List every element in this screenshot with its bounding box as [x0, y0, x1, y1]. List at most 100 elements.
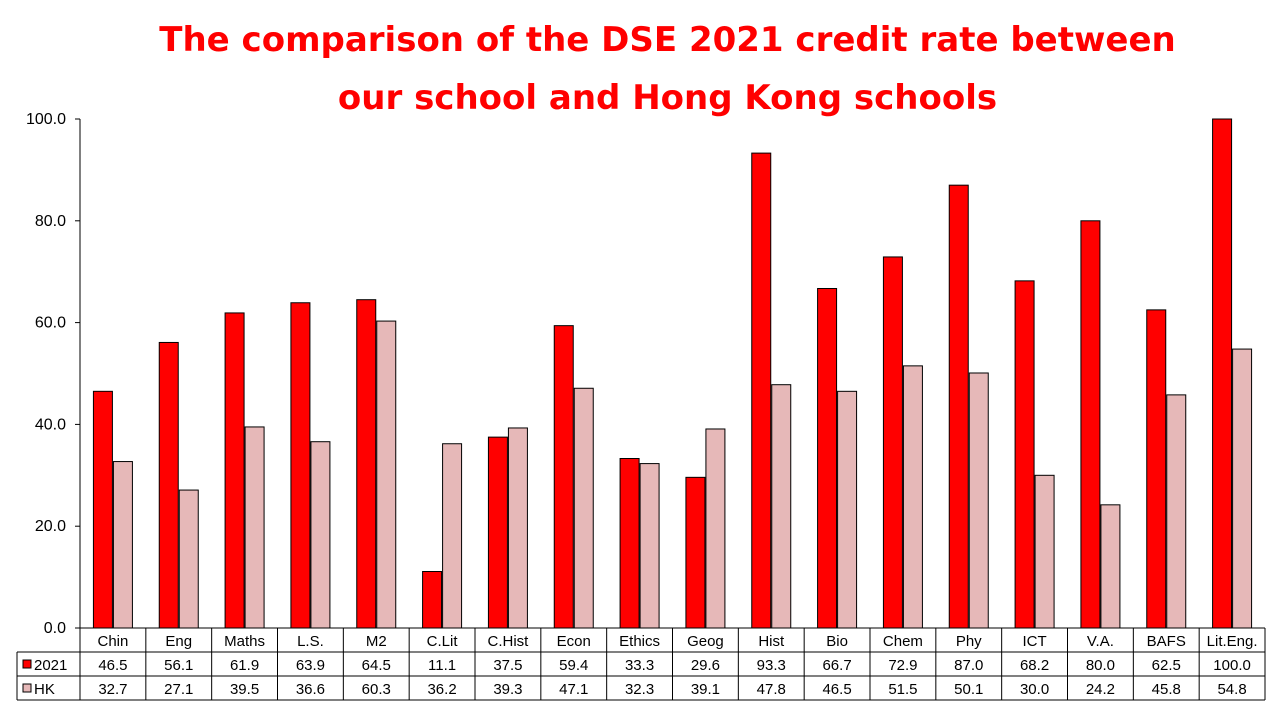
data-label: 80.0	[1086, 657, 1115, 674]
bar-hk-ict	[1034, 474, 1055, 629]
bar-2021-l-s-	[290, 302, 311, 629]
data-label: 50.1	[954, 681, 983, 698]
bar-hk-chin	[112, 461, 133, 629]
bar-2021-chem	[882, 256, 903, 629]
y-tick-label: 80.0	[35, 213, 66, 230]
data-label: 37.5	[493, 657, 522, 674]
bar-2021-bafs	[1146, 309, 1167, 629]
bar-2021-phy	[948, 184, 969, 629]
data-label: 32.3	[625, 681, 654, 698]
x-tick-label: L.S.	[297, 633, 324, 650]
x-tick-label: Bio	[826, 633, 848, 650]
data-label: 87.0	[954, 657, 983, 674]
x-tick-label: Lit.Eng.	[1207, 633, 1258, 650]
bar-2021-c-hist	[487, 436, 508, 629]
chart-title-line-1: The comparison of the DSE 2021 credit ra…	[159, 20, 1176, 60]
data-label: 39.5	[230, 681, 259, 698]
legend-swatch-hk	[22, 683, 32, 693]
x-tick-label: Ethics	[619, 633, 660, 650]
y-tick-label: 20.0	[35, 518, 66, 535]
bar-hk-eng	[178, 489, 199, 629]
bar-2021-c-lit	[422, 571, 443, 629]
legend-swatch-2021	[22, 659, 32, 669]
x-tick-label: Hist	[758, 633, 785, 650]
x-tick-label: V.A.	[1087, 633, 1114, 650]
x-tick-label: ICT	[1022, 633, 1046, 650]
bar-hk-c-lit	[442, 443, 463, 629]
data-label: 46.5	[822, 681, 851, 698]
data-table: Chin Eng Maths L.S. M2 C.Lit C.Hist Econ Ethics G…	[16, 627, 1266, 701]
x-tick-label: Maths	[224, 633, 265, 650]
x-tick-label: BAFS	[1147, 633, 1186, 650]
bar-2021-hist	[751, 152, 772, 629]
data-label: 39.3	[493, 681, 522, 698]
y-axis: 0.0 20.0 40.0 60.0 80.0 100.0	[26, 111, 81, 637]
bar-2021-v-a-	[1080, 220, 1101, 629]
y-tick-label: 40.0	[35, 416, 66, 433]
x-tick-label: Eng	[165, 633, 192, 650]
x-tick-label: C.Lit	[427, 633, 459, 650]
bar-hk-ethics	[639, 463, 660, 629]
data-label: 93.3	[757, 657, 786, 674]
x-tick-label: Phy	[956, 633, 982, 650]
data-label: 60.3	[362, 681, 391, 698]
data-label: 46.5	[98, 657, 127, 674]
bar-2021-ethics	[619, 458, 640, 629]
x-tick-label: Geog	[687, 633, 724, 650]
data-label: 72.9	[888, 657, 917, 674]
bar-2021-m2	[356, 299, 377, 629]
data-label: 47.1	[559, 681, 588, 698]
data-label: 36.2	[427, 681, 456, 698]
data-label: 29.6	[691, 657, 720, 674]
bar-hk-v-a-	[1100, 504, 1121, 629]
data-label: 11.1	[428, 657, 456, 674]
x-tick-label: M2	[366, 633, 387, 650]
data-label: 39.1	[691, 681, 720, 698]
bar-2021-eng	[158, 341, 179, 629]
data-label: 51.5	[888, 681, 917, 698]
data-label: 64.5	[362, 657, 391, 674]
bar-hk-lit-eng-	[1232, 348, 1253, 629]
data-label: 100.0	[1213, 657, 1251, 674]
data-label: 56.1	[164, 657, 193, 674]
legend-label-2021: 2021	[34, 657, 67, 674]
legend-label-hk: HK	[34, 681, 55, 698]
data-label: 36.6	[296, 681, 325, 698]
bar-hk-maths	[244, 426, 265, 629]
bar-hk-geog	[705, 428, 726, 629]
x-tick-label: Chem	[883, 633, 923, 650]
data-label: 63.9	[296, 657, 325, 674]
data-label: 47.8	[757, 681, 786, 698]
data-label: 54.8	[1217, 681, 1246, 698]
x-tick-label: C.Hist	[487, 633, 529, 650]
data-label: 33.3	[625, 657, 654, 674]
bar-hk-bafs	[1166, 394, 1187, 629]
bar-2021-bio	[817, 287, 838, 629]
bar-hk-econ	[573, 387, 594, 629]
data-label: 45.8	[1152, 681, 1181, 698]
bar-hk-c-hist	[507, 427, 528, 629]
bar-2021-geog	[685, 476, 706, 629]
bar-2021-maths	[224, 312, 245, 629]
bar-hk-phy	[968, 372, 989, 629]
data-label: 66.7	[822, 657, 851, 674]
bars-layer	[92, 118, 1253, 629]
data-label: 62.5	[1152, 657, 1181, 674]
bar-hk-chem	[902, 365, 923, 629]
bar-hk-m2	[376, 320, 397, 629]
data-label: 68.2	[1020, 657, 1049, 674]
y-tick-label: 100.0	[26, 111, 66, 128]
data-label: 61.9	[230, 657, 259, 674]
x-tick-label: Econ	[557, 633, 591, 650]
y-tick-label: 60.0	[35, 315, 66, 332]
chart-title-line-2: our school and Hong Kong schools	[337, 78, 998, 118]
data-label: 27.1	[164, 681, 193, 698]
bar-2021-econ	[553, 325, 574, 629]
data-label: 59.4	[559, 657, 588, 674]
bar-hk-hist	[771, 384, 792, 629]
data-label: 24.2	[1086, 681, 1115, 698]
data-label: 30.0	[1020, 681, 1049, 698]
bar-hk-l-s-	[310, 441, 331, 629]
x-tick-label: Chin	[97, 633, 128, 650]
